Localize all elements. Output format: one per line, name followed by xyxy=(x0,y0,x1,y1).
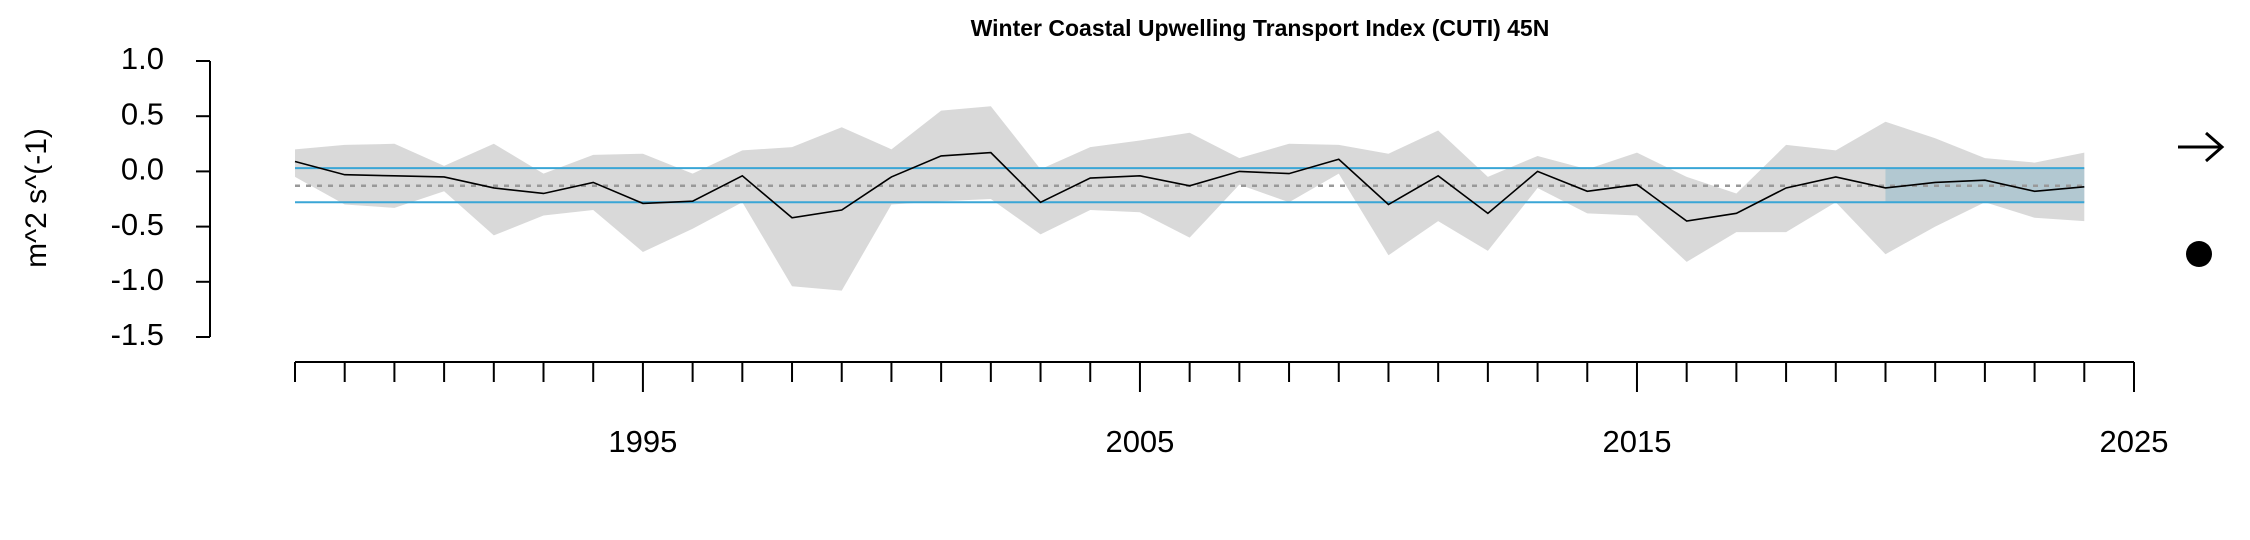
y-tick-label: 0.5 xyxy=(121,96,164,131)
x-tick-label: 2025 xyxy=(2100,424,2169,459)
x-tick-label: 2015 xyxy=(1602,424,1671,459)
y-axis-label: m^2 s^(-1) xyxy=(20,128,53,268)
x-tick-label: 2005 xyxy=(1105,424,1174,459)
data-line xyxy=(294,151,2085,222)
status-dot xyxy=(2186,241,2212,267)
chart-title: Winter Coastal Upwelling Transport Index… xyxy=(971,15,1550,41)
uncertainty-band xyxy=(295,106,2085,291)
x-tick-label: 1995 xyxy=(608,424,677,459)
trend-arrow xyxy=(2178,131,2225,163)
y-tick-label: -0.5 xyxy=(111,207,164,242)
y-tick-label: -1.0 xyxy=(111,262,164,297)
recent-period xyxy=(1885,168,2085,203)
y-tick-label: 0.0 xyxy=(121,152,164,187)
y-tick-label: 1.0 xyxy=(121,41,164,76)
y-tick-label: -1.5 xyxy=(111,317,164,352)
